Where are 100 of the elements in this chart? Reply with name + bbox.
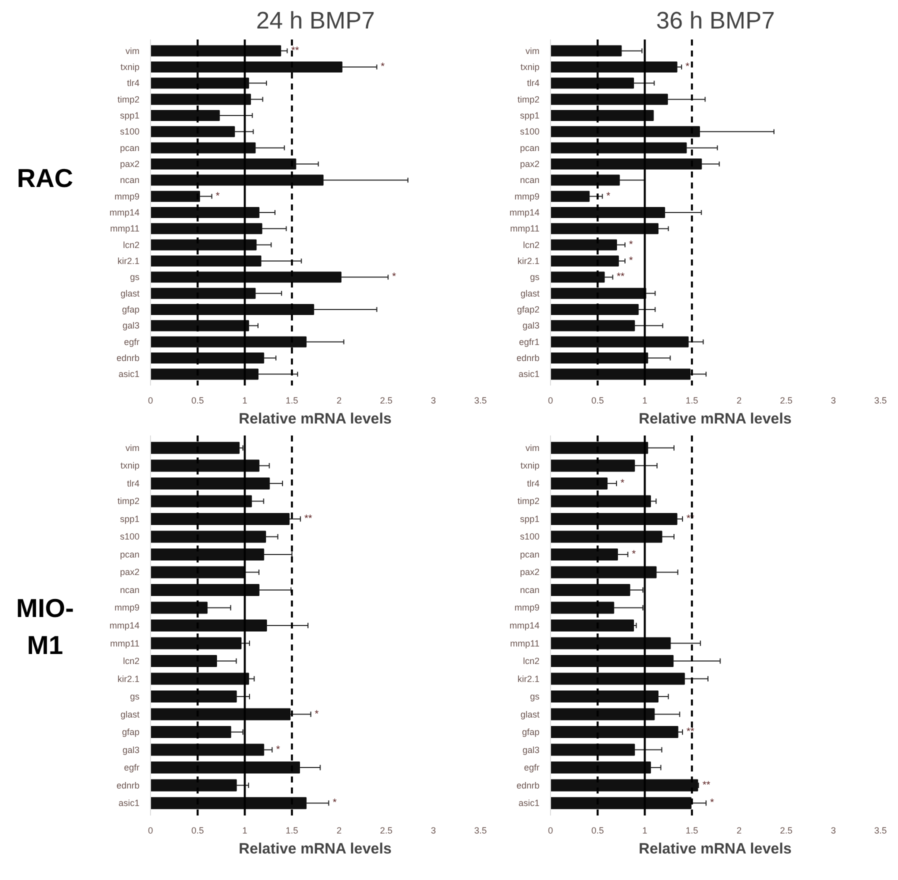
y-tick-label: gs [130, 692, 140, 702]
x-tick-label: 1.5 [286, 826, 298, 836]
x-tick-label: 2 [336, 396, 342, 406]
x-tick-label: 0.5 [591, 826, 604, 836]
y-tick-label: mmp11 [110, 638, 140, 648]
x-axis-title: Relative mRNA levels [638, 840, 792, 858]
chart-title: 36 h BMP7 [656, 8, 775, 34]
y-tick-label: txnip [120, 62, 140, 72]
y-tick-label: txnip [520, 62, 540, 72]
y-tick-label: gs [130, 272, 140, 282]
annotation: * [392, 272, 396, 283]
annotation: * [620, 478, 624, 489]
x-tick-label: 1 [642, 396, 648, 406]
x-tick-label: 3.5 [474, 396, 487, 406]
annotation: ** [702, 780, 710, 791]
x-tick-label: 3.5 [474, 826, 487, 836]
y-tick-label: mmp14 [109, 620, 140, 630]
chart-title: 24 h BMP7 [256, 8, 375, 34]
y-tick-label: ednrb [516, 353, 540, 364]
annotation: * [216, 190, 220, 202]
y-tick-label: gfap [122, 727, 140, 738]
y-tick-label: txnip [120, 460, 140, 471]
y-tick-label: s100 [520, 532, 540, 542]
y-tick-label: pcan [120, 142, 140, 153]
y-tick-label: kir2.1 [117, 256, 140, 266]
y-tick-label: egfr [124, 762, 140, 773]
x-tick-label: 1.5 [686, 826, 698, 836]
y-tick-label: s100 [520, 126, 540, 137]
y-tick-label: gfap [122, 304, 140, 315]
y-tick-label: s100 [120, 126, 140, 137]
y-tick-label: kir2.1 [117, 674, 140, 684]
text: RAC [16, 162, 74, 195]
x-tick-label: 3.5 [874, 826, 887, 836]
x-tick-label: 2.5 [780, 826, 792, 836]
y-tick-label: egfr [124, 336, 140, 347]
y-tick-label: mmp14 [109, 208, 140, 218]
annotation: * [314, 708, 319, 720]
annotation: * [628, 256, 633, 267]
y-tick-label: lcn2 [522, 656, 540, 666]
x-tick-label: 3.5 [874, 396, 887, 406]
y-tick-label: mmp9 [114, 602, 140, 613]
y-tick-label: gs [530, 272, 540, 282]
y-tick-label: kir2.1 [517, 674, 540, 684]
x-tick-label: 2.5 [380, 396, 392, 406]
y-tick-label: glast [120, 709, 140, 720]
y-tick-label: ednrb [116, 353, 140, 364]
y-tick-label: asic1 [118, 798, 140, 808]
annotation: ** [686, 726, 694, 738]
y-tick-label: vim [526, 46, 540, 56]
y-tick-label: tlr4 [527, 478, 540, 488]
x-axis-title: Relative mRNA levels [238, 410, 392, 428]
y-tick-label: glast [520, 709, 540, 720]
y-tick-label: ncan [520, 175, 540, 186]
y-tick-label: pcan [120, 549, 140, 560]
y-tick-label: spp1 [520, 110, 540, 120]
y-tick-label: tlr4 [527, 78, 540, 88]
y-tick-label: tlr4 [127, 78, 140, 88]
y-tick-label: pcan [520, 142, 540, 153]
y-tick-label: mmp9 [514, 602, 540, 613]
x-tick-label: 2.5 [380, 826, 392, 836]
annotation: * [606, 190, 610, 202]
x-tick-label: 0 [548, 826, 554, 836]
x-tick-label: 1 [642, 826, 648, 836]
y-tick-label: gal3 [122, 744, 140, 755]
y-tick-label: timp2 [517, 94, 540, 104]
x-tick-label: 0.5 [191, 396, 204, 406]
y-tick-label: mmp11 [510, 638, 540, 648]
x-axis-title: Relative mRNA levels [238, 840, 392, 858]
y-tick-label: pax2 [120, 158, 140, 169]
annotation: * [332, 798, 337, 809]
y-tick-label: timp2 [117, 94, 140, 104]
y-tick-label: vim [126, 442, 140, 453]
annotation: * [628, 239, 633, 250]
y-tick-label: ncan [120, 175, 140, 186]
x-tick-label: 2 [336, 826, 342, 836]
x-tick-label: 0 [148, 396, 154, 406]
y-tick-label: ednrb [116, 780, 140, 790]
y-tick-label: gfap [522, 727, 540, 738]
y-tick-label: lcn2 [122, 240, 140, 250]
x-tick-label: 0.5 [591, 396, 604, 406]
y-tick-label: gal3 [522, 744, 540, 755]
annotation: * [380, 61, 385, 72]
y-tick-label: mmp11 [110, 224, 140, 234]
y-tick-label: mmp14 [509, 620, 540, 630]
y-tick-label: tlr4 [127, 478, 140, 488]
y-tick-label: glast [120, 288, 140, 298]
annotation: * [276, 744, 280, 756]
y-tick-label: asic1 [518, 798, 540, 808]
y-tick-label: mmp14 [509, 208, 540, 218]
y-tick-label: asic1 [518, 369, 540, 380]
x-tick-label: 3 [430, 826, 436, 836]
y-tick-label: spp1 [520, 514, 540, 524]
y-tick-label: gfap2 [516, 304, 540, 315]
y-tick-label: spp1 [120, 514, 140, 524]
x-tick-label: 0.5 [191, 826, 204, 836]
y-tick-label: vim [126, 46, 140, 56]
y-tick-label: txnip [520, 460, 540, 471]
y-tick-label: pcan [520, 549, 540, 560]
y-tick-label: ncan [520, 584, 540, 595]
y-tick-label: gal3 [122, 320, 140, 331]
